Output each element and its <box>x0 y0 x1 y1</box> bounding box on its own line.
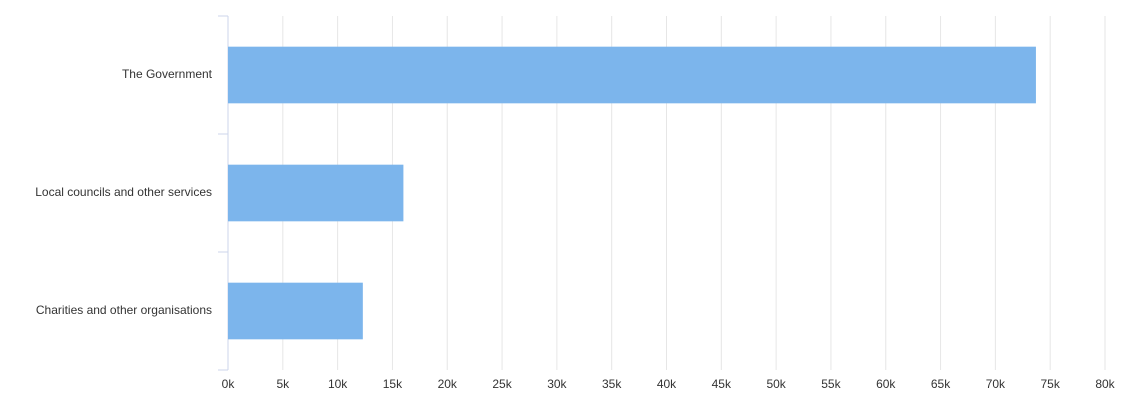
x-tick-label: 45k <box>712 377 732 391</box>
x-tick-label: 35k <box>602 377 622 391</box>
x-tick-label: 70k <box>986 377 1006 391</box>
x-tick-label: 20k <box>438 377 458 391</box>
x-tick-label: 60k <box>876 377 896 391</box>
x-tick-label: 0k <box>222 377 236 391</box>
x-tick-label: 40k <box>657 377 677 391</box>
x-tick-label: 65k <box>931 377 951 391</box>
y-tick-label: Local councils and other services <box>35 185 212 199</box>
x-tick-label: 15k <box>383 377 403 391</box>
x-tick-label: 80k <box>1095 377 1115 391</box>
bar <box>228 282 363 340</box>
x-tick-label: 25k <box>492 377 512 391</box>
x-tick-label: 55k <box>821 377 841 391</box>
x-tick-label: 5k <box>276 377 290 391</box>
x-tick-label: 75k <box>1041 377 1061 391</box>
y-tick-label: The Government <box>122 67 213 81</box>
y-tick-label: Charities and other organisations <box>36 303 212 317</box>
bar <box>228 46 1036 104</box>
bar <box>228 164 404 222</box>
x-tick-label: 50k <box>766 377 786 391</box>
x-tick-label: 10k <box>328 377 348 391</box>
x-tick-label: 30k <box>547 377 567 391</box>
